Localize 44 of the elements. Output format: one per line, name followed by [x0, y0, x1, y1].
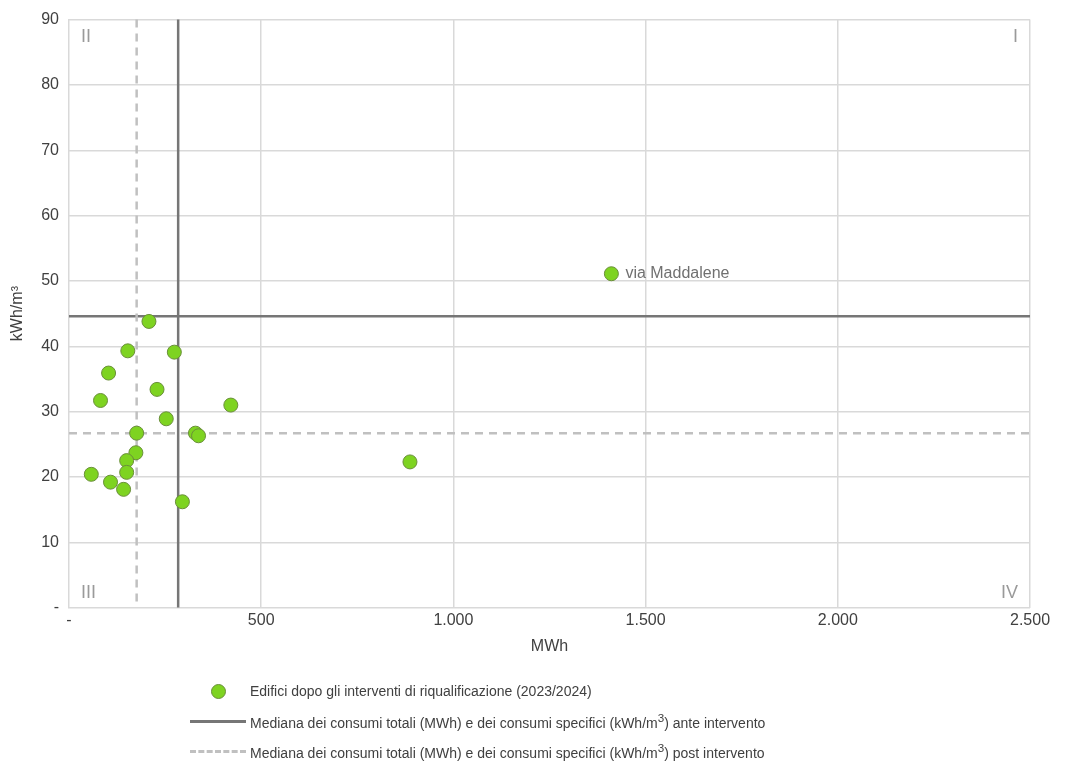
y-tick-label: 40 [41, 336, 60, 354]
legend-label: Mediana dei consumi totali (MWh) e dei consumi specifici (kWh/m$^{3}$) post intervento [250, 741, 765, 761]
point [101, 365, 117, 381]
point [223, 397, 239, 413]
x-tick-label: - [66, 610, 72, 628]
point [402, 454, 418, 470]
y-tick-label: 20 [41, 467, 60, 485]
y-tick-label: 10 [41, 532, 60, 550]
annotation: III [81, 581, 97, 602]
x-tick-label: 2.000 [817, 610, 858, 628]
point [158, 411, 174, 427]
x-tick-label: 2.500 [1009, 610, 1051, 628]
y-tick-label: 30 [41, 402, 60, 420]
y-tick-label: 90 [41, 10, 60, 28]
y-tick-label: 60 [41, 206, 60, 224]
x-tick-label: 1.000 [433, 610, 474, 628]
x-tick-label: 500 [247, 610, 275, 628]
point [128, 445, 144, 461]
point [116, 481, 132, 497]
point [120, 343, 136, 359]
point [166, 344, 182, 360]
legend-label: Mediana dei consumi totali (MWh) e dei consumi specifici (kWh/m$^{3}$) ante intervento [250, 711, 766, 731]
point [191, 428, 207, 444]
annotation: IV [1000, 581, 1018, 602]
point [103, 474, 119, 490]
annotation: I [1012, 25, 1018, 46]
annotation: via Maddalene [625, 264, 730, 282]
legend-label: Edifici dopo gli interventi di riqualificazione (2023/2024) [250, 683, 592, 699]
point [83, 466, 99, 482]
y-tick-label: 80 [41, 75, 60, 93]
point [149, 381, 165, 397]
y-tick-label: 70 [41, 140, 60, 158]
point [141, 313, 157, 329]
annotation: II [81, 25, 92, 46]
point [93, 392, 109, 408]
y-tick-label: 50 [41, 271, 60, 289]
y-tick-label: - [53, 598, 59, 616]
point [119, 464, 135, 480]
point [174, 494, 190, 510]
x-tick-label: 1.500 [625, 610, 666, 628]
point [603, 266, 619, 282]
point [129, 425, 145, 441]
x-axis-title: MWh [530, 636, 569, 654]
y-axis-title: kWh/m³ [8, 285, 26, 342]
